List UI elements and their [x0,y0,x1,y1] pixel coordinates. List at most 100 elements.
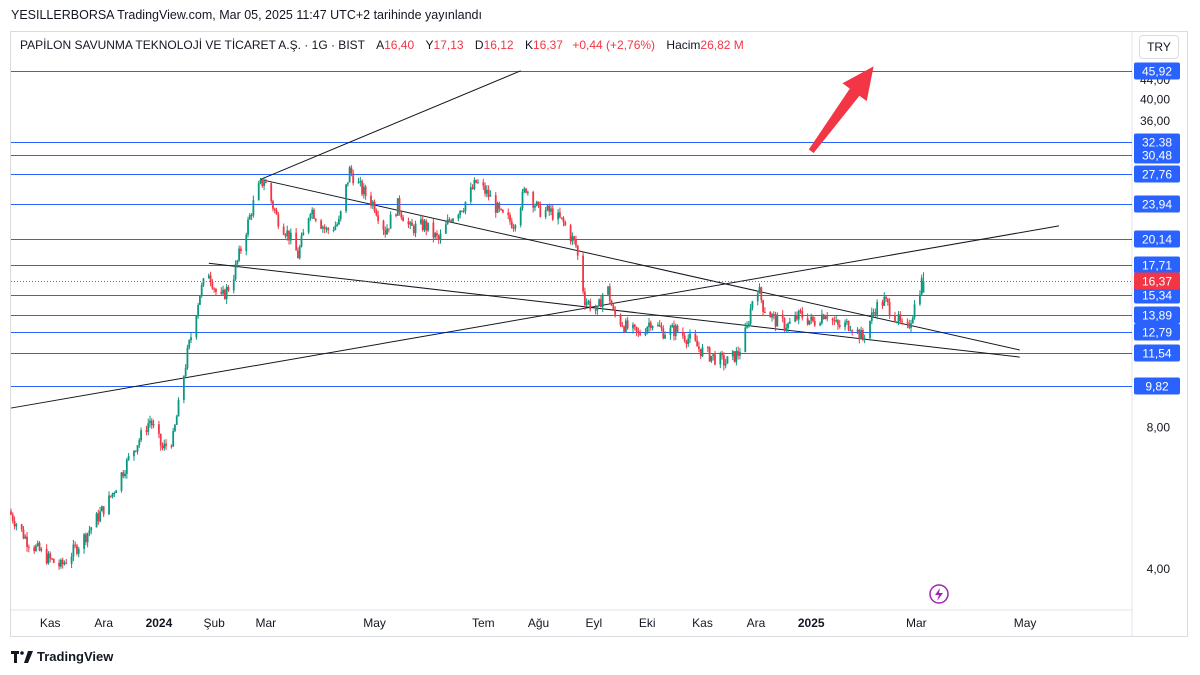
candle-body [694,333,697,341]
candle-body [721,353,723,356]
candle-body [801,311,804,318]
candle-body [36,542,39,546]
candle-body [234,264,237,280]
candle-body [810,316,813,321]
lightning-icon[interactable] [929,584,949,604]
level-price-tag [1134,230,1180,248]
candle-body [264,181,267,184]
candle-body [108,495,110,515]
candle-body [500,208,503,210]
candle-body [539,203,542,217]
candle-body [10,511,12,515]
level-price-tag-label: 20,14 [1142,233,1172,247]
candle-body [475,179,478,183]
candle-body [460,210,463,212]
level-price-tag [1134,195,1180,213]
candle-body [457,214,460,219]
candle-body [845,320,848,323]
candle-body [83,534,85,549]
candle-body [298,246,301,259]
level-price-tag [1134,286,1180,304]
high-value: 17,13 [433,38,464,52]
open-label: A [376,38,385,52]
candle-body [215,288,217,292]
candle-body [673,325,675,337]
candle-body [794,315,797,322]
trendline[interactable] [260,178,1020,351]
candle-body [708,347,711,362]
candle-body [314,218,317,221]
candle-body [263,181,265,187]
candle-body [658,324,661,327]
level-price-tag [1134,146,1180,164]
change-value: +0,44 (+2,76%) [572,38,656,52]
candle-body [11,514,14,521]
candle-body [471,187,474,189]
x-tick-label: Eyl [585,616,602,630]
candle-body [20,524,23,530]
candle-body [124,473,126,477]
candle-body [257,183,260,201]
candle-body [861,330,864,339]
candle-body [822,314,825,320]
level-price-tag-label: 11,54 [1142,347,1171,361]
volume-value: 26,82 M [700,38,744,52]
candle-body [177,399,180,417]
candle-body [371,201,374,206]
trendline[interactable] [260,70,521,180]
candle-body [787,323,789,329]
trendline[interactable] [10,225,1060,409]
candle-body [125,459,128,474]
candle-body [610,300,613,306]
close-label: K [524,38,533,52]
candle-body [739,351,741,356]
candle-body [863,338,866,340]
candle-body [40,548,43,551]
candle-body [785,328,788,330]
level-price-tag [1134,323,1180,341]
candle-body [575,239,577,246]
candle-body [731,351,734,357]
candle-body [644,332,647,336]
candle-body [288,230,290,241]
candle-body [145,430,148,432]
tradingview-brand[interactable]: TradingView [11,649,113,664]
candle-body [436,233,438,236]
candle-body [400,212,403,218]
candle-body [498,203,501,209]
candle-body [557,212,560,220]
candle-body [207,275,210,279]
candle-body [152,424,155,426]
candle-body [888,302,891,316]
candle-body [612,305,615,310]
level-price-tag-label: 12,79 [1142,326,1172,340]
candle-body [569,225,572,242]
candle-body [749,308,752,324]
level-price-tag-label: 30,48 [1142,149,1172,163]
x-tick-label: Eki [639,616,656,630]
candle-body [147,423,150,432]
low-value: 16,12 [483,38,514,52]
candle-body [922,281,925,293]
candle-body [24,536,27,539]
currency-button[interactable]: TRY [1139,35,1179,59]
candle-body [894,315,896,323]
red-arrow[interactable] [808,66,874,154]
candle-body [487,189,490,197]
candle-body [35,545,37,552]
candle-body [190,337,192,341]
candle-body [295,232,298,251]
candle-body [136,445,139,452]
candle-body [619,314,622,325]
symbol-name[interactable]: PAPİLON SAVUNMA TEKNOLOJİ VE TİCARET A.Ş… [20,38,365,52]
candle-body [623,326,625,332]
candle-body [838,324,841,327]
candle-body [307,218,310,233]
candle-body [387,228,390,230]
candle-body [163,443,166,449]
candle-body [919,294,921,305]
candle-body [444,224,447,234]
candle-body [559,212,561,218]
candle-body [74,544,77,546]
